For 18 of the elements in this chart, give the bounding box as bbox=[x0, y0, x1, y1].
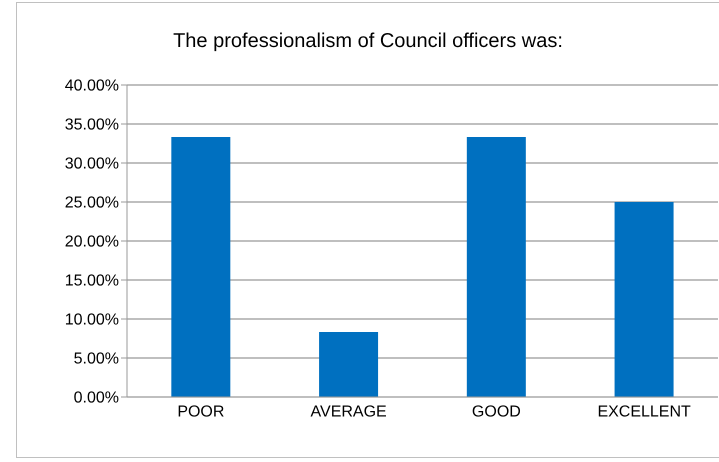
bar bbox=[466, 137, 526, 397]
y-tick-label: 5.00% bbox=[74, 350, 119, 368]
chart-title: The professionalism of Council officers was: bbox=[172, 30, 564, 53]
y-tick-label: 0.00% bbox=[74, 390, 119, 407]
x-tick-label: EXCELLENT bbox=[597, 403, 692, 420]
x-tick-label: POOR bbox=[177, 403, 224, 420]
y-tick-label: 40.00% bbox=[64, 78, 119, 95]
bar bbox=[614, 202, 674, 397]
y-tick-label: 25.00% bbox=[64, 194, 119, 212]
bar bbox=[319, 332, 378, 397]
y-tick-label: 15.00% bbox=[64, 272, 119, 290]
y-tick-label: 20.00% bbox=[64, 234, 119, 251]
y-tick-label: 10.00% bbox=[64, 312, 119, 329]
bar bbox=[171, 137, 230, 397]
y-tick-label: 35.00% bbox=[64, 116, 119, 134]
x-tick-label: AVERAGE bbox=[310, 403, 387, 420]
x-tick-label: GOOD bbox=[472, 403, 521, 420]
y-tick-label: 30.00% bbox=[64, 156, 119, 173]
